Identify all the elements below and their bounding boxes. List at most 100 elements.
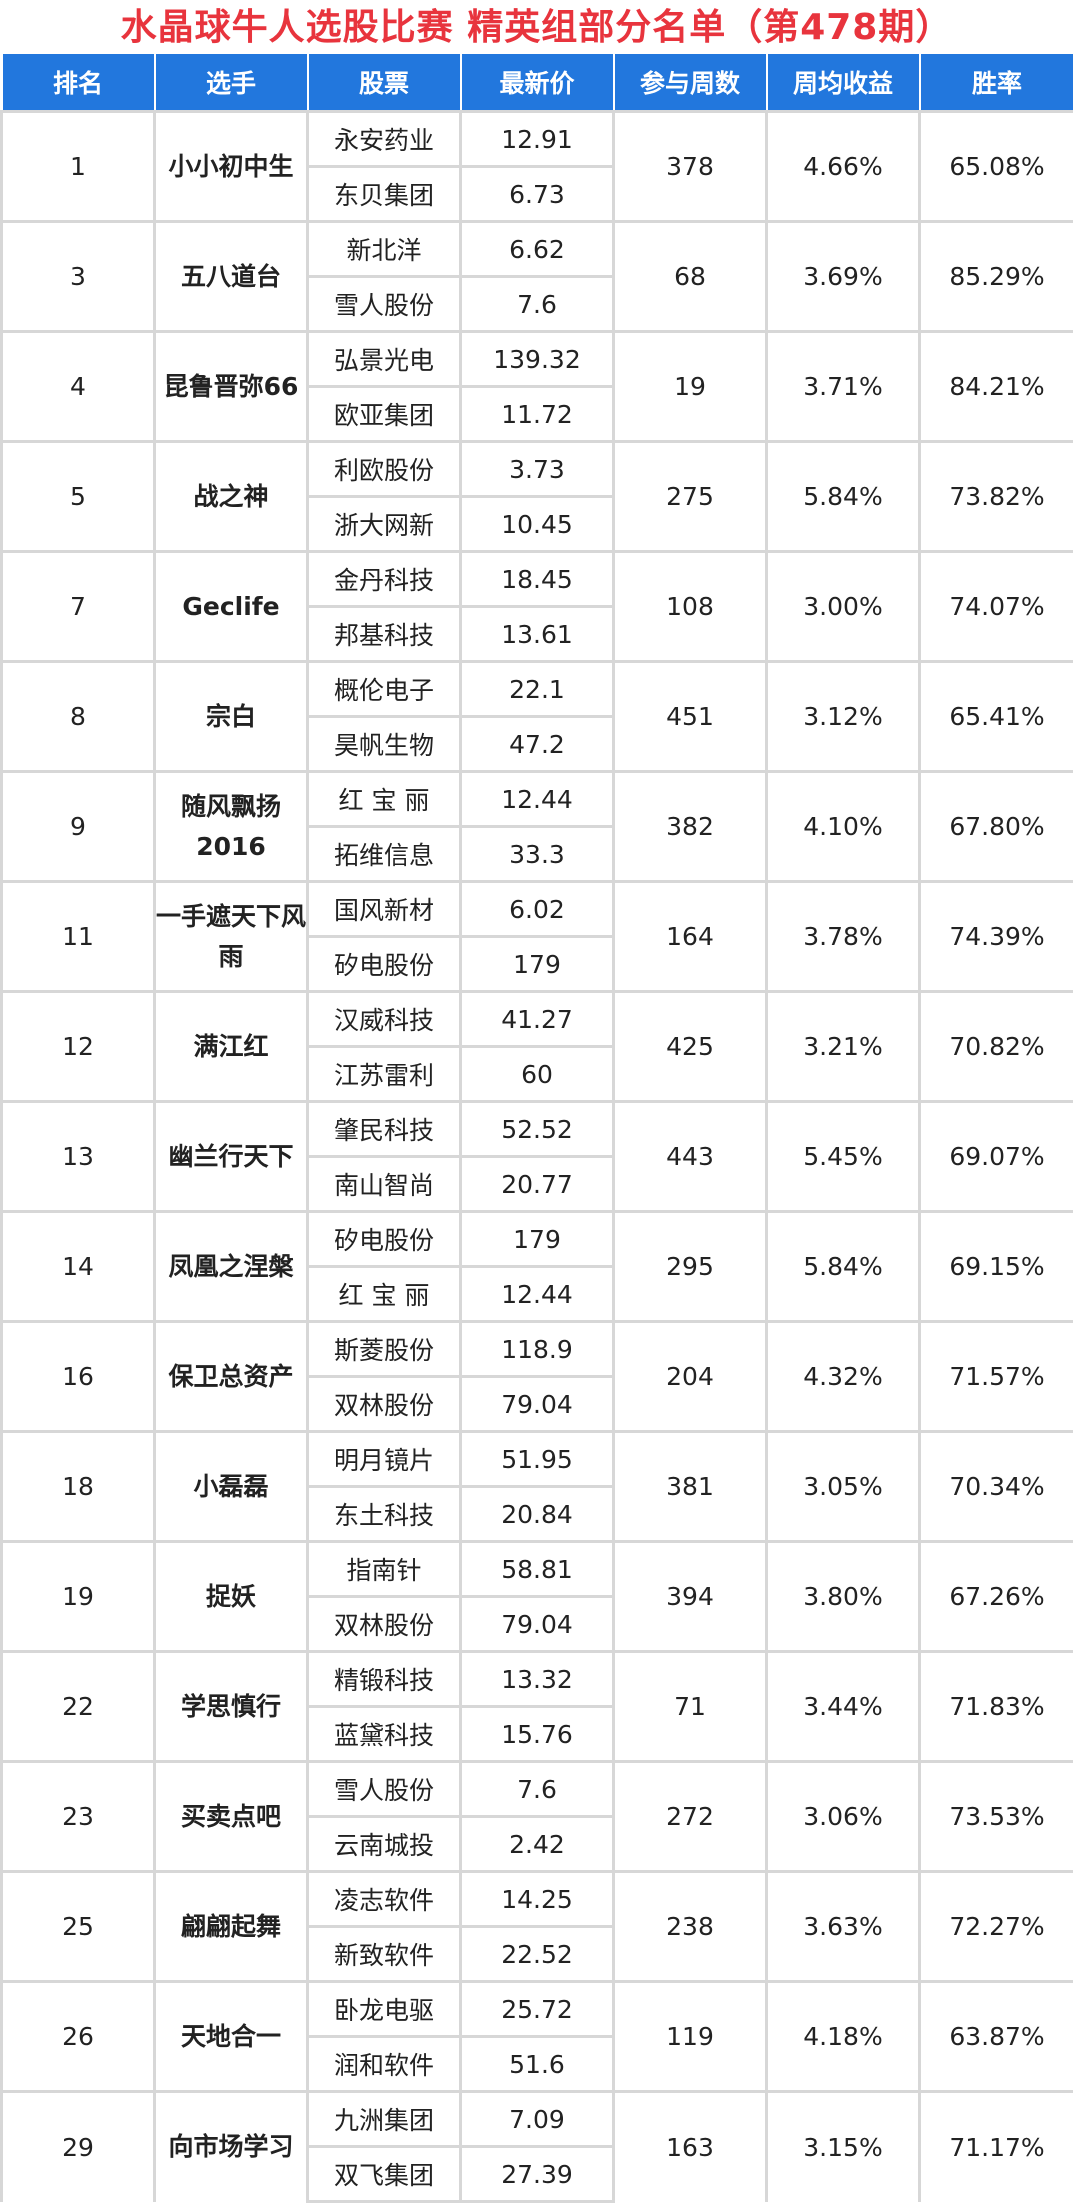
stock-name: 拓维信息 [308, 827, 461, 882]
player-name: 向市场学习 [155, 2092, 308, 2202]
winrate-cell: 70.82% [920, 992, 1073, 1102]
yield-cell: 3.15% [767, 2092, 920, 2202]
stock-price: 6.62 [461, 222, 614, 277]
stock-name: 新北洋 [308, 222, 461, 277]
stock-name: 红 宝 丽 [308, 772, 461, 827]
stock-price: 22.1 [461, 662, 614, 717]
yield-cell: 4.32% [767, 1322, 920, 1432]
yield-cell: 3.78% [767, 882, 920, 992]
weeks-cell: 163 [614, 2092, 767, 2202]
header-rank: 排名 [2, 53, 155, 112]
stock-name: 东贝集团 [308, 167, 461, 222]
yield-cell: 3.69% [767, 222, 920, 332]
yield-cell: 4.66% [767, 112, 920, 222]
winrate-cell: 65.41% [920, 662, 1073, 772]
rank-cell: 14 [2, 1212, 155, 1322]
stock-price: 51.95 [461, 1432, 614, 1487]
player-name: 宗白 [155, 662, 308, 772]
stock-price: 12.44 [461, 1267, 614, 1322]
stock-price: 20.77 [461, 1157, 614, 1212]
player-name: 幽兰行天下 [155, 1102, 308, 1212]
weeks-cell: 204 [614, 1322, 767, 1432]
weeks-cell: 238 [614, 1872, 767, 1982]
rank-cell: 26 [2, 1982, 155, 2092]
stock-name: 指南针 [308, 1542, 461, 1597]
player-name: 一手遮天下风雨 [155, 882, 308, 992]
winrate-cell: 67.80% [920, 772, 1073, 882]
stock-name: 肇民科技 [308, 1102, 461, 1157]
stock-name: 弘景光电 [308, 332, 461, 387]
stock-name: 南山智尚 [308, 1157, 461, 1212]
weeks-cell: 425 [614, 992, 767, 1102]
yield-cell: 3.63% [767, 1872, 920, 1982]
stock-name: 国风新材 [308, 882, 461, 937]
page-title: 水晶球牛人选股比赛 精英组部分名单（第478期） [0, 0, 1073, 52]
player-name: 翩翩起舞 [155, 1872, 308, 1982]
stock-name: 利欧股份 [308, 442, 461, 497]
stock-name: 矽电股份 [308, 1212, 461, 1267]
rank-cell: 3 [2, 222, 155, 332]
player-name: 小小初中生 [155, 112, 308, 222]
rank-cell: 23 [2, 1762, 155, 1872]
winrate-cell: 74.39% [920, 882, 1073, 992]
stock-name: 云南城投 [308, 1817, 461, 1872]
stock-price: 11.72 [461, 387, 614, 442]
stock-name: 东土科技 [308, 1487, 461, 1542]
weeks-cell: 443 [614, 1102, 767, 1212]
yield-cell: 3.12% [767, 662, 920, 772]
header-yield: 周均收益 [767, 53, 920, 112]
winrate-cell: 71.83% [920, 1652, 1073, 1762]
winrate-cell: 74.07% [920, 552, 1073, 662]
header-player: 选手 [155, 53, 308, 112]
header-row: 排名 选手 股票 最新价 参与周数 周均收益 胜率 [2, 53, 1073, 112]
yield-cell: 3.00% [767, 552, 920, 662]
stock-price: 118.9 [461, 1322, 614, 1377]
weeks-cell: 378 [614, 112, 767, 222]
stock-price: 7.09 [461, 2092, 614, 2147]
stock-name: 浙大网新 [308, 497, 461, 552]
player-name: 保卫总资产 [155, 1322, 308, 1432]
stock-name: 凌志软件 [308, 1872, 461, 1927]
winrate-cell: 63.87% [920, 1982, 1073, 2092]
stock-name: 邦基科技 [308, 607, 461, 662]
stock-price: 15.76 [461, 1707, 614, 1762]
rank-cell: 19 [2, 1542, 155, 1652]
weeks-cell: 451 [614, 662, 767, 772]
stock-price: 13.32 [461, 1652, 614, 1707]
stock-name: 精锻科技 [308, 1652, 461, 1707]
weeks-cell: 164 [614, 882, 767, 992]
stock-price: 47.2 [461, 717, 614, 772]
rank-cell: 18 [2, 1432, 155, 1542]
header-winrate: 胜率 [920, 53, 1073, 112]
winrate-cell: 73.53% [920, 1762, 1073, 1872]
stock-name: 欧亚集团 [308, 387, 461, 442]
rank-cell: 16 [2, 1322, 155, 1432]
stock-price: 2.42 [461, 1817, 614, 1872]
stock-price: 179 [461, 1212, 614, 1267]
player-name: 买卖点吧 [155, 1762, 308, 1872]
stock-price: 13.61 [461, 607, 614, 662]
stock-name: 金丹科技 [308, 552, 461, 607]
stock-price: 12.44 [461, 772, 614, 827]
header-stock: 股票 [308, 53, 461, 112]
weeks-cell: 68 [614, 222, 767, 332]
stock-price: 79.04 [461, 1597, 614, 1652]
stock-price: 20.84 [461, 1487, 614, 1542]
player-name: 小磊磊 [155, 1432, 308, 1542]
winrate-cell: 69.07% [920, 1102, 1073, 1212]
yield-cell: 3.05% [767, 1432, 920, 1542]
stock-price: 14.25 [461, 1872, 614, 1927]
